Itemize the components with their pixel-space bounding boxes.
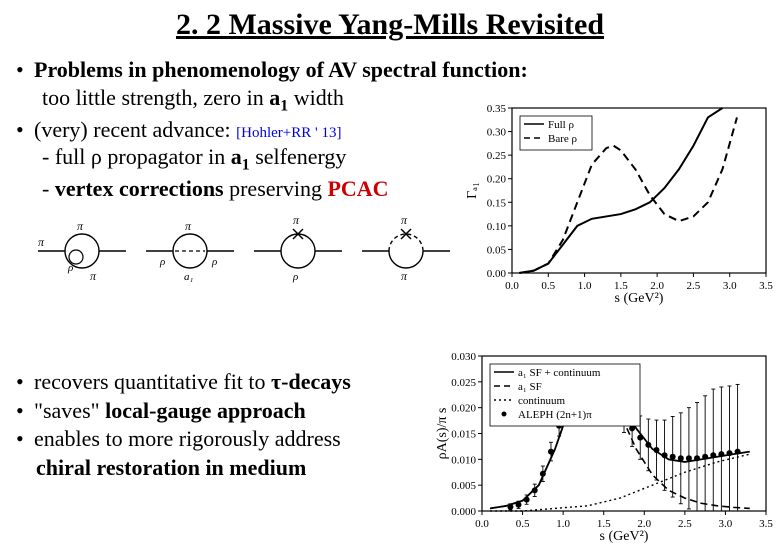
svg-text:0.5: 0.5: [516, 518, 530, 530]
svg-text:0.15: 0.15: [487, 197, 507, 209]
svg-text:3.5: 3.5: [759, 518, 773, 530]
svg-text:3.0: 3.0: [723, 280, 737, 292]
svg-text:π: π: [185, 219, 192, 233]
svg-text:0.0: 0.0: [475, 518, 489, 530]
svg-text:0.25: 0.25: [487, 150, 507, 162]
svg-text:0.0: 0.0: [505, 280, 519, 292]
svg-text:0.00: 0.00: [487, 268, 507, 280]
citation: [Hohler+RR ' 13]: [236, 125, 341, 141]
svg-text:ALEPH (2n+1)π: ALEPH (2n+1)π: [518, 409, 592, 421]
svg-text:0.5: 0.5: [541, 280, 555, 292]
chart-rho-a: 0.00.51.01.52.02.53.03.50.0000.0050.0100…: [434, 348, 774, 543]
svg-text:0.20: 0.20: [487, 174, 507, 186]
lower-3b: chiral restoration in medium: [36, 454, 436, 483]
svg-text:a₁ SF + continuum: a₁ SF + continuum: [518, 367, 601, 379]
svg-text:s (GeV²): s (GeV²): [615, 291, 664, 305]
bullet-icon: •: [16, 368, 24, 397]
lower-3: enables to more rigorously address: [34, 425, 436, 454]
lower-2: "saves" local-gauge approach: [34, 397, 436, 426]
svg-text:π: π: [401, 269, 408, 283]
svg-text:s (GeV²): s (GeV²): [600, 529, 649, 543]
svg-text:Γₐ₁: Γₐ₁: [465, 182, 480, 199]
svg-text:π: π: [77, 219, 84, 233]
svg-text:3.5: 3.5: [759, 280, 773, 292]
svg-text:0.30: 0.30: [487, 127, 507, 139]
page-title: 2. 2 Massive Yang-Mills Revisited: [0, 8, 780, 42]
svg-text:π: π: [293, 213, 300, 227]
svg-text:Bare ρ: Bare ρ: [548, 133, 578, 145]
lower-content: • recovers quantitative fit to τ-decays …: [16, 368, 436, 482]
svg-text:ρA(s)/π s: ρA(s)/π s: [435, 408, 450, 460]
svg-text:ρ: ρ: [292, 271, 298, 283]
svg-text:1.0: 1.0: [578, 280, 592, 292]
lower-1: recovers quantitative fit to τ-decays: [34, 368, 436, 397]
feynman-diagrams: π π ρ π π ρ ρ a₁ π ρ π π: [28, 211, 458, 283]
svg-text:0.005: 0.005: [451, 480, 476, 492]
svg-text:ρ: ρ: [159, 256, 165, 268]
svg-text:π: π: [38, 235, 45, 249]
bullet-1: Problems in phenomenology of AV spectral…: [34, 56, 764, 84]
svg-text:0.030: 0.030: [451, 351, 476, 363]
bullet-icon: •: [16, 116, 24, 144]
svg-text:0.000: 0.000: [451, 506, 476, 518]
svg-text:3.0: 3.0: [719, 518, 733, 530]
svg-text:0.10: 0.10: [487, 221, 507, 233]
bullet-icon: •: [16, 425, 24, 454]
svg-text:0.020: 0.020: [451, 403, 476, 415]
svg-text:continuum: continuum: [518, 395, 565, 407]
svg-text:π: π: [90, 269, 97, 283]
chart-gamma-a1: 0.00.51.01.52.02.53.03.50.000.050.100.15…: [464, 100, 774, 305]
svg-text:2.5: 2.5: [687, 280, 701, 292]
svg-text:0.015: 0.015: [451, 429, 476, 441]
svg-text:ρ: ρ: [67, 262, 73, 274]
svg-text:π: π: [401, 213, 408, 227]
svg-text:0.025: 0.025: [451, 377, 476, 389]
svg-text:a₁ SF: a₁ SF: [518, 381, 542, 393]
svg-text:1.0: 1.0: [556, 518, 570, 530]
svg-text:0.05: 0.05: [487, 244, 507, 256]
svg-text:a₁: a₁: [184, 271, 194, 283]
bullet-icon: •: [16, 56, 24, 84]
svg-text:ρ: ρ: [211, 256, 217, 268]
svg-text:2.5: 2.5: [678, 518, 692, 530]
svg-text:0.010: 0.010: [451, 454, 476, 466]
bullet-icon: •: [16, 397, 24, 426]
svg-text:0.35: 0.35: [487, 103, 507, 115]
svg-text:Full ρ: Full ρ: [548, 119, 574, 131]
